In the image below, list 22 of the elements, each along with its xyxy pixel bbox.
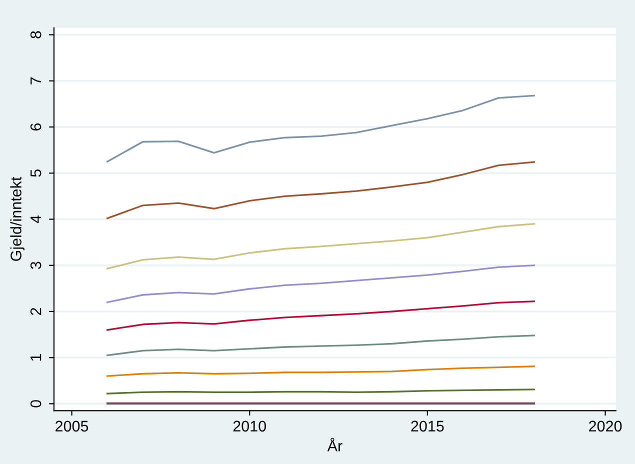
line-series xyxy=(106,334,535,356)
y-tick-label: 8 xyxy=(30,31,42,38)
x-tick-label: 2015 xyxy=(411,420,444,432)
y-tick-label: 5 xyxy=(30,170,42,177)
y-tick-label: 2 xyxy=(30,308,42,315)
y-tick-label: 0 xyxy=(30,400,42,408)
y-tick-label: 1 xyxy=(30,354,42,361)
line-series xyxy=(106,94,535,162)
x-axis-title: År xyxy=(327,438,342,452)
x-tick-label: 2010 xyxy=(233,420,266,432)
line-series xyxy=(106,366,535,377)
line-series xyxy=(106,223,535,270)
y-axis-title: Gjeld/inntekt xyxy=(10,176,24,261)
line-series xyxy=(106,300,535,331)
y-tick-label: 7 xyxy=(30,77,42,84)
y-tick-label: 4 xyxy=(30,215,42,224)
y-tick-label: 3 xyxy=(30,262,42,270)
x-tick-label: 2005 xyxy=(56,420,88,432)
y-tick-label: 6 xyxy=(30,123,42,130)
line-series xyxy=(106,264,535,304)
line-series xyxy=(106,161,535,220)
x-tick-label: 2020 xyxy=(589,420,622,432)
